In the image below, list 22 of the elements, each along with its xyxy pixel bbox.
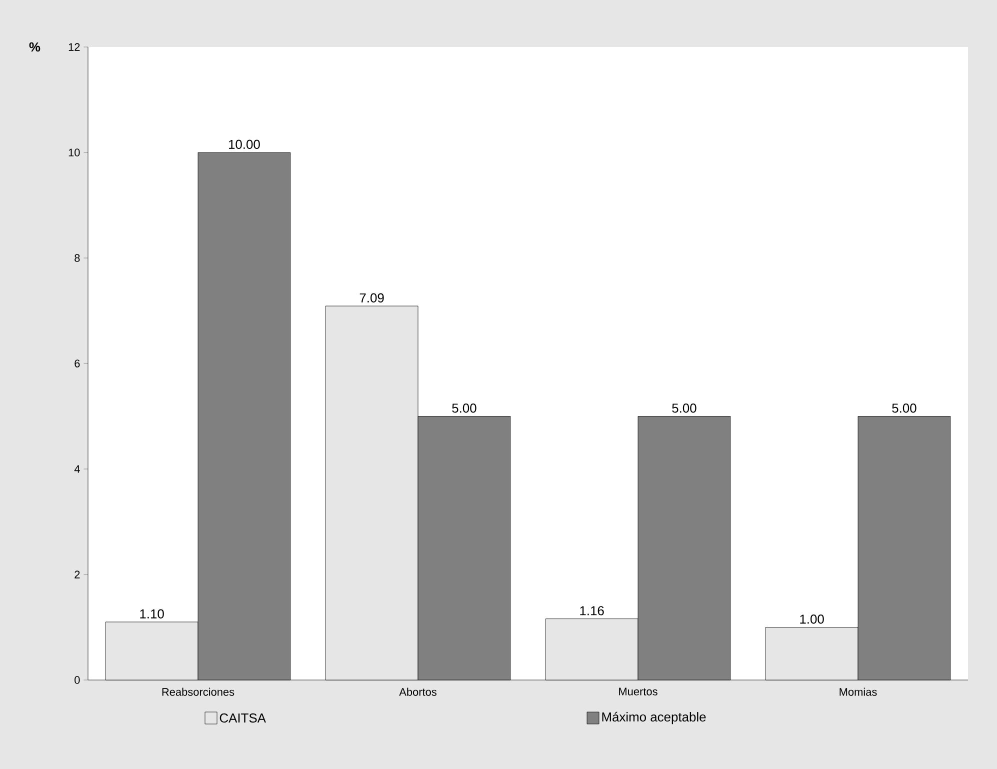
data-label: 7.09 (360, 293, 384, 302)
x-tick-label: Momias (840, 688, 877, 696)
y-tick-label: 10 (68, 148, 80, 156)
y-tick-label: 4 (74, 465, 80, 473)
data-label: 5.00 (452, 404, 476, 413)
legend-label: CAITSA (220, 713, 266, 723)
y-tick-label: 8 (74, 254, 80, 262)
data-label: 5.00 (892, 404, 916, 413)
data-label: 5.00 (672, 404, 696, 413)
x-tick-label: Abortos (399, 688, 436, 696)
y-tick-label: 0 (74, 676, 80, 684)
data-label: 10.00 (228, 140, 260, 149)
y-tick-label: 2 (74, 570, 80, 578)
x-tick-label: Muertos (619, 688, 658, 696)
y-tick-label: 6 (74, 360, 80, 368)
y-axis-title: % (29, 42, 40, 52)
x-tick-label: Reabsorciones (162, 688, 234, 696)
data-label: 1.16 (580, 606, 604, 616)
legend-label: Máximo aceptable (602, 712, 706, 724)
data-label: 1.10 (140, 609, 164, 618)
data-label: 1.00 (800, 614, 824, 624)
y-tick-label: 12 (68, 43, 80, 51)
